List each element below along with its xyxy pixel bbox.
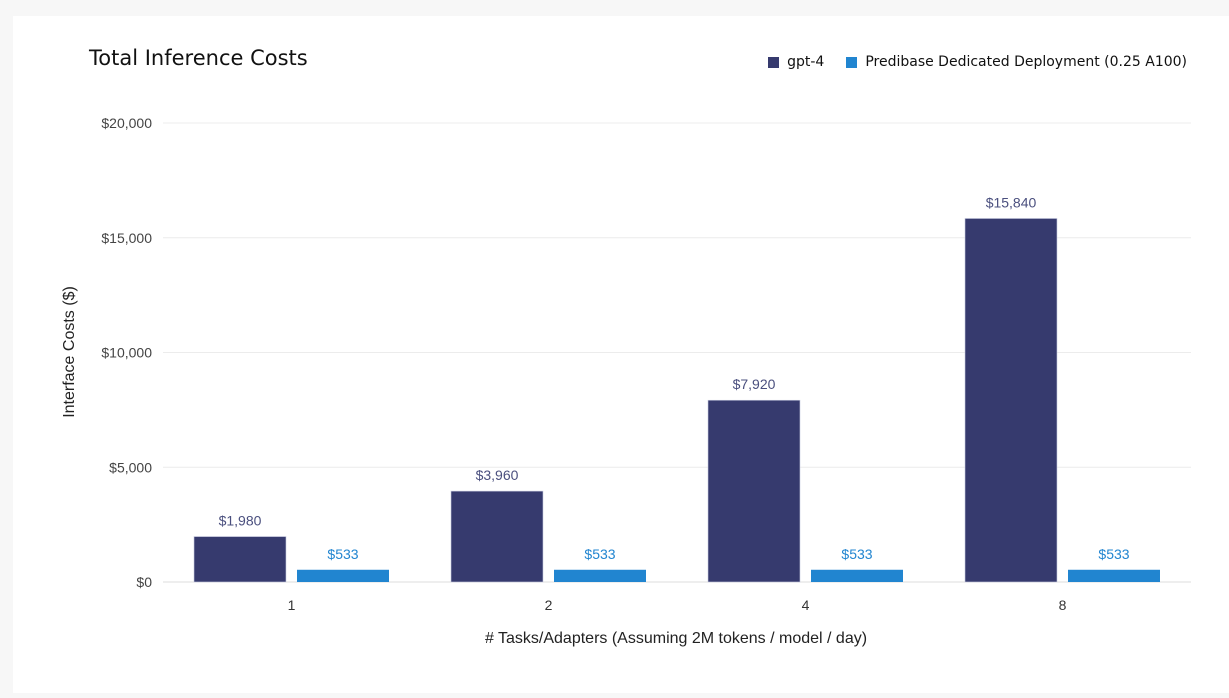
legend-label-predibase: Predibase Dedicated Deployment (0.25 A10…: [865, 54, 1187, 70]
y-tick-label: $0: [136, 574, 152, 590]
chart-title: Total Inference Costs: [89, 46, 308, 70]
bars: [193, 218, 1160, 583]
data-label: $533: [584, 546, 615, 562]
legend-swatch-gpt-4: [768, 56, 780, 68]
x-tick-label: 8: [1059, 597, 1067, 613]
data-label: $7,920: [733, 376, 776, 392]
y-tick-label: $20,000: [101, 115, 152, 131]
bar-gpt-4: [964, 218, 1058, 583]
legend-item-predibase[interactable]: Predibase Dedicated Deployment (0.25 A10…: [846, 54, 1187, 70]
legend-swatch-predibase: [846, 56, 858, 68]
x-tick-label: 1: [288, 597, 296, 613]
data-labels: $1,980 $533 $3,960 $533 $7,920 $533 $15,840 $53…: [219, 194, 1130, 561]
data-label: $3,960: [476, 467, 519, 483]
x-tick-label: 2: [545, 597, 553, 613]
y-tick-label: $10,000: [101, 345, 152, 361]
x-axis-ticks: 1 2 4 8: [288, 597, 1067, 613]
y-tick-label: $5,000: [109, 459, 152, 475]
data-label: $1,980: [219, 513, 262, 529]
bar-predibase: [554, 569, 646, 582]
bar-gpt-4: [193, 536, 287, 583]
legend: gpt-4 Predibase Dedicated Deployment (0.…: [746, 54, 1187, 70]
data-label: $15,840: [986, 194, 1037, 210]
legend-label-gpt-4: gpt-4: [787, 54, 825, 70]
bar-predibase: [811, 569, 903, 582]
bar-gpt-4: [450, 490, 544, 583]
data-label: $533: [327, 546, 358, 562]
legend-item-gpt-4[interactable]: gpt-4: [768, 54, 824, 70]
x-tick-label: 4: [802, 597, 810, 613]
y-tick-label: $15,000: [101, 230, 152, 246]
y-axis-ticks: $0 $5,000 $10,000 $15,000 $20,000: [101, 115, 152, 590]
data-label: $533: [1098, 546, 1129, 562]
data-label: $533: [841, 546, 872, 562]
x-axis-label: # Tasks/Adapters (Assuming 2M tokens / m…: [485, 630, 867, 647]
y-axis-label: Interface Costs ($): [61, 286, 78, 418]
bar-predibase: [297, 569, 389, 582]
bar-gpt-4: [707, 399, 801, 583]
bar-predibase: [1068, 569, 1160, 582]
